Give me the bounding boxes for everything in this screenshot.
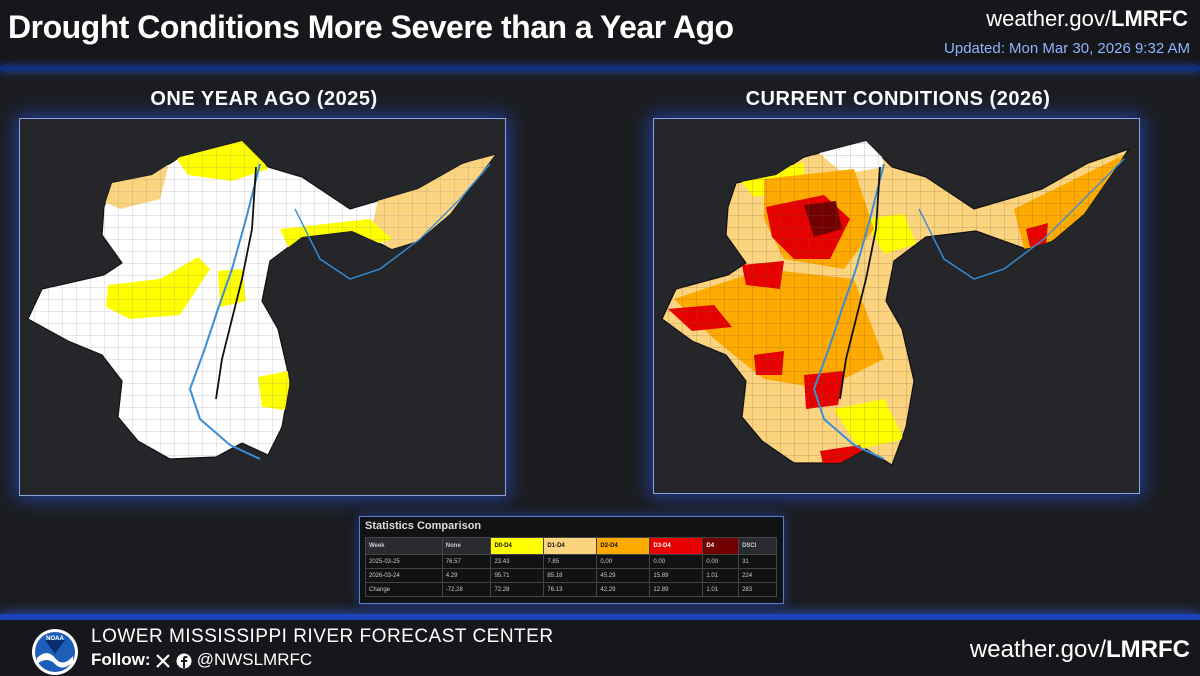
noaa-logo[interactable]: NOAA [31,628,79,676]
follow-row: Follow: @NWSLMRFC [91,650,312,670]
col-d0-d4: D0-D4 [490,537,545,555]
facebook-icon[interactable] [176,653,192,669]
table-cell: 4.29 [441,568,492,583]
table-cell: 42.29 [596,582,651,597]
table-cell: 72.28 [490,582,545,597]
stats-header-row: Week None D0-D4 D1-D4 D2-D4 D3-D4 D4 DSC… [365,537,777,555]
follow-label: Follow: [91,650,151,669]
col-d2-d4: D2-D4 [596,537,651,555]
noaa-logo-text: NOAA [46,636,64,642]
map-2026 [653,118,1140,494]
col-d1-d4: D1-D4 [543,537,598,555]
x-icon[interactable] [155,653,171,669]
table-cell: 2026-03-24 [365,568,443,583]
river-2025 [188,163,261,460]
table-cell: 1.01 [702,568,740,583]
statistics-comparison: Statistics Comparison Week None D0-D4 D1… [359,516,784,604]
organization-name: LOWER MISSISSIPPI RIVER FORECAST CENTER [91,626,554,647]
table-row: 2025-03-25 76.57 23.43 7.85 0.00 0.00 0.… [365,554,777,569]
table-cell: 95.71 [490,568,545,583]
table-cell: 15.89 [649,568,704,583]
table-cell: 283 [738,582,777,597]
table-cell: 85.18 [543,568,598,583]
header-site-prefix: weather.gov/ [986,6,1112,31]
drought-map-2026 [661,140,1131,466]
footer-site-prefix: weather.gov/ [969,636,1107,663]
header-site-link[interactable]: weather.gov/LMRFC [986,6,1188,32]
table-cell: 2025-03-25 [365,554,443,569]
table-cell: 76.13 [543,582,598,597]
updated-timestamp: Updated: Mon Mar 30, 2026 9:32 AM [944,40,1190,57]
map-2025 [19,118,506,496]
table-cell: 23.43 [490,554,545,569]
col-none: None [441,537,492,555]
header-site-suffix: LMRFC [1111,6,1188,31]
table-row: Change -72.28 72.28 76.13 42.29 12.89 1.… [365,582,777,597]
state-line-2025 [215,166,257,400]
col-week: Week [365,537,443,555]
stats-title: Statistics Comparison [365,520,482,532]
drought-map-2025 [27,140,497,460]
stats-table: Week None D0-D4 D1-D4 D2-D4 D3-D4 D4 DSC… [365,537,777,597]
river-2026 [812,163,885,460]
table-cell: 1.01 [702,582,740,597]
table-cell: 45.29 [596,568,651,583]
footer-site-link[interactable]: weather.gov/LMRFC [970,636,1190,664]
social-handle[interactable]: @NWSLMRFC [196,650,313,669]
table-cell: 31 [738,554,777,569]
table-cell: 76.57 [441,554,492,569]
panel-title-2025: ONE YEAR AGO (2025) [150,88,378,110]
page-title: Drought Conditions More Severe than a Ye… [8,9,734,45]
footer-divider [0,614,1200,620]
footer-bar [0,620,1200,675]
table-cell: 0.00 [702,554,740,569]
table-cell: 12.89 [649,582,704,597]
table-cell: 0.00 [596,554,651,569]
table-cell: 7.85 [543,554,598,569]
panel-title-2026: CURRENT CONDITIONS (2026) [745,88,1051,110]
footer-site-suffix: LMRFC [1106,636,1190,663]
tributary-2026 [918,158,1125,280]
col-d4: D4 [702,537,740,555]
table-cell: 224 [738,568,777,583]
tributary-2025 [294,163,491,280]
header-bar [0,0,1200,66]
table-cell: 0.00 [649,554,704,569]
table-cell: Change [365,582,443,597]
col-d3-d4: D3-D4 [649,537,704,555]
table-cell: -72.28 [441,582,492,597]
col-dsci: DSCI [738,537,777,555]
header-divider [0,66,1200,71]
state-line-2026 [839,166,881,400]
table-row: 2026-03-24 4.29 95.71 85.18 45.29 15.89 … [365,568,777,583]
